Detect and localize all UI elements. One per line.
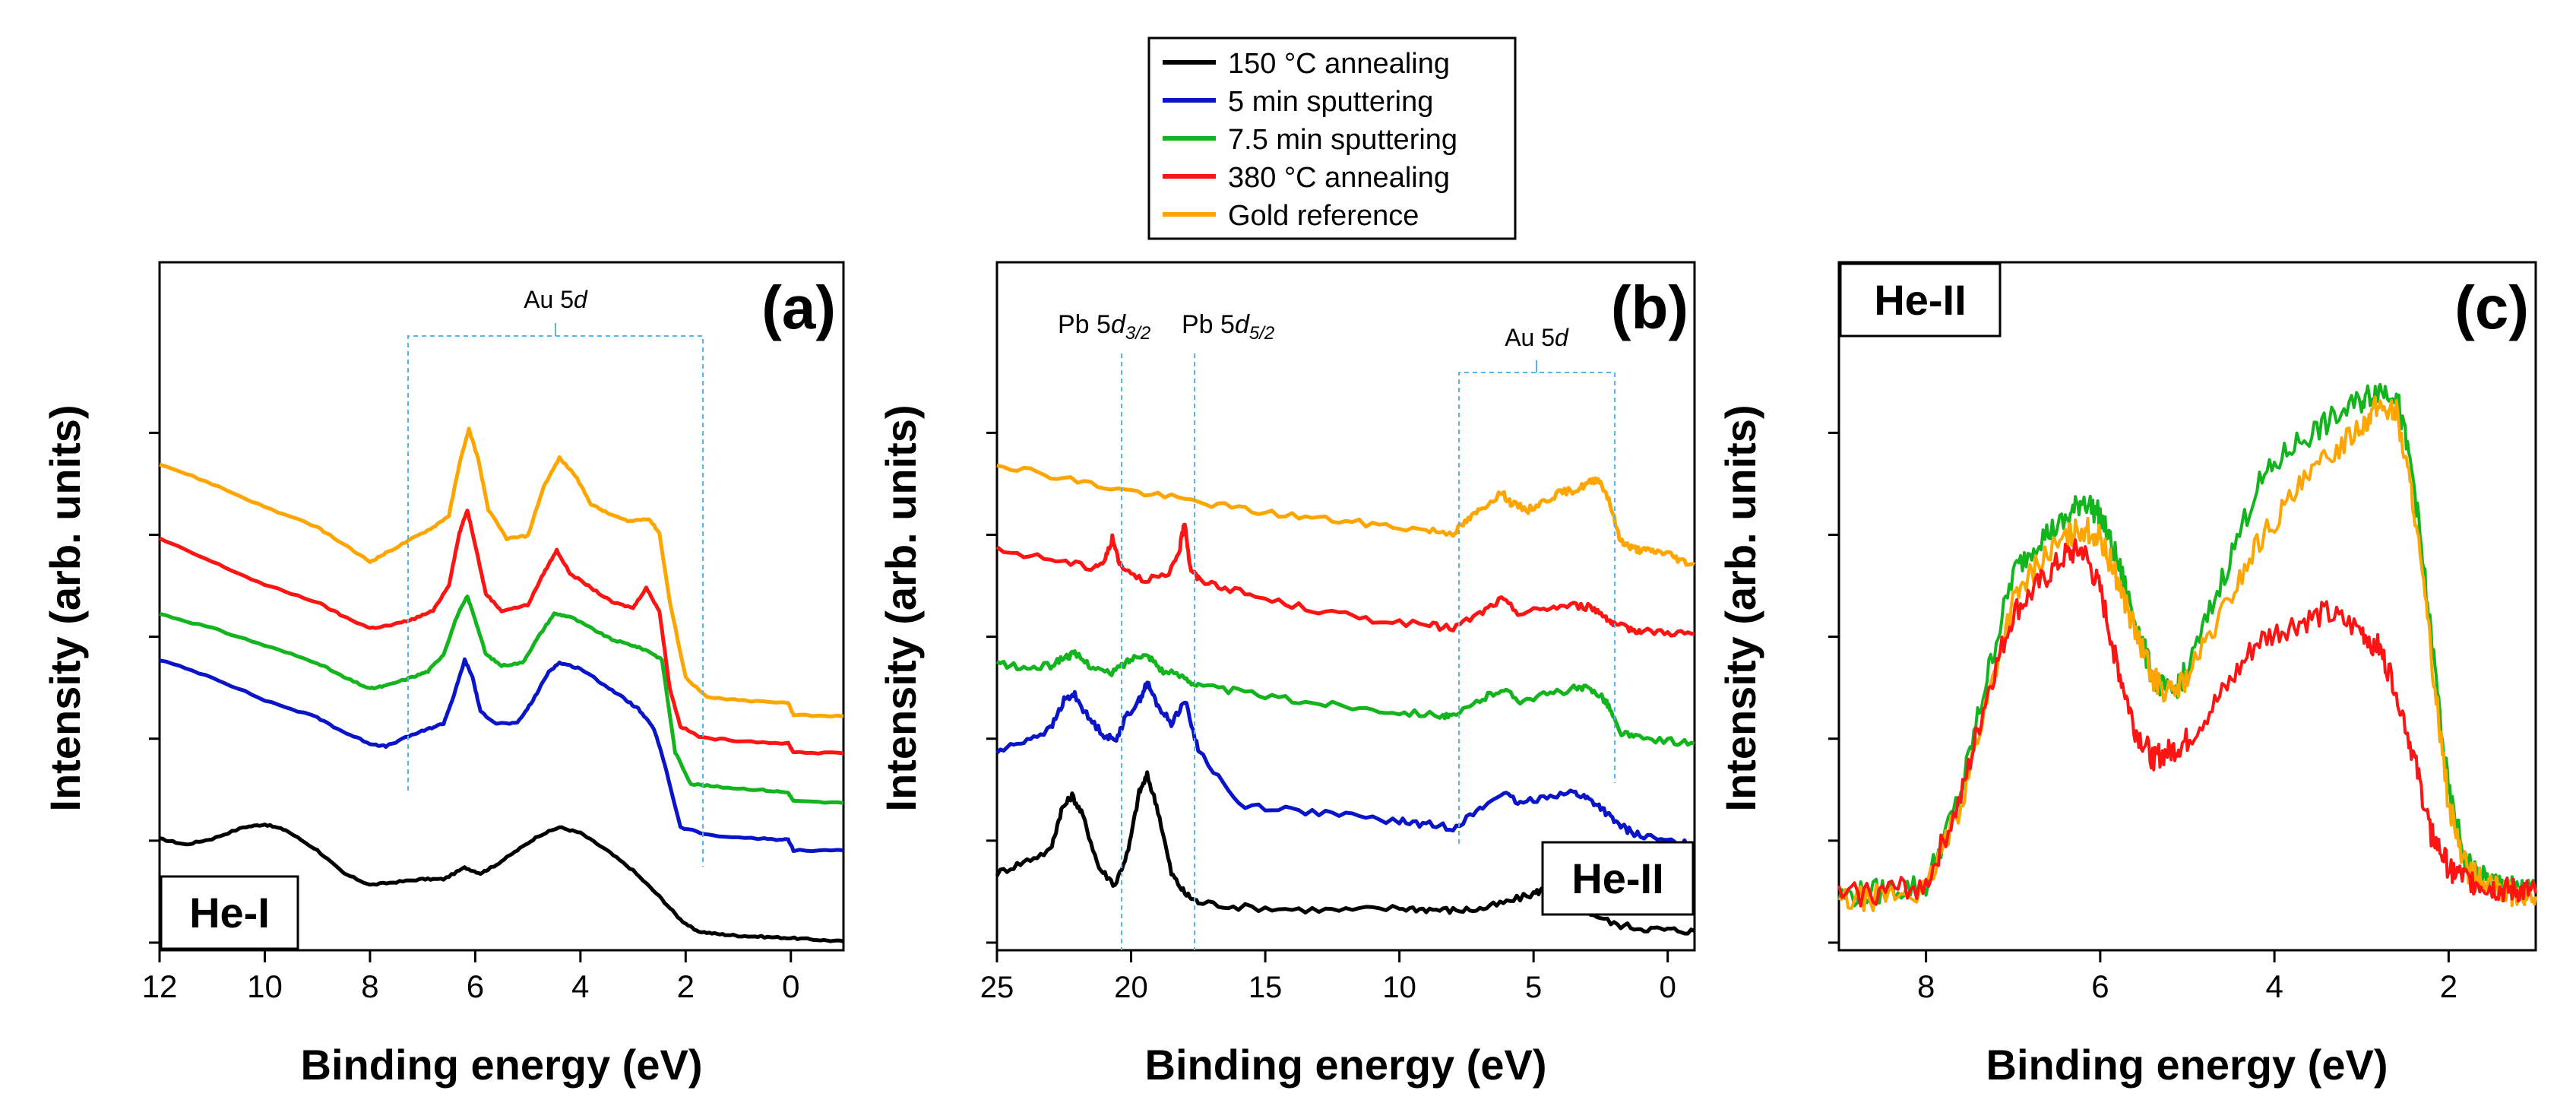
x-axis-title-c: Binding energy (eV) <box>1986 1041 2388 1089</box>
source-label-c: He-II <box>1874 276 1966 324</box>
x-tick-label: 2 <box>677 968 695 1004</box>
series-line-gold-reference <box>1838 395 2537 912</box>
legend: 150 °C annealing 5 min sputtering 7.5 mi… <box>1147 36 1517 240</box>
x-tick-label: 6 <box>467 968 484 1004</box>
au5d-bracket <box>407 323 704 867</box>
x-tick-label: 15 <box>1248 971 1283 1004</box>
series-line-gold-reference <box>996 463 1696 567</box>
series-line-gold-reference <box>159 426 844 718</box>
source-label-a: He-I <box>189 889 270 937</box>
x-tick-label: 0 <box>1660 971 1676 1004</box>
series-group <box>158 426 844 943</box>
legend-label: Gold reference <box>1228 200 1419 232</box>
series-line-7-5-min-sputtering <box>995 649 1695 747</box>
axis-ticks: 25 20 15 10 5 0 <box>980 431 1676 1004</box>
source-box <box>1839 262 2002 338</box>
plot-frame <box>1837 261 2537 952</box>
au5d-bracket-b <box>1458 360 1616 844</box>
annotation-pb-2: Pb 5d5/2 <box>1182 310 1274 344</box>
panel-b: 25 20 15 10 5 0 Pb 5d3/2 Pb 5d5/2 Au 5d (b) H… <box>877 261 1696 1089</box>
x-tick-label: 4 <box>2265 968 2283 1004</box>
panel-label-b: (b) <box>1611 274 1688 341</box>
x-tick-label: 0 <box>782 968 799 1004</box>
series-group <box>995 463 1696 936</box>
panel-a: 12 10 8 6 4 2 0 Au 5d (a) He-I Binding energy … <box>41 261 845 1089</box>
x-tick-label: 10 <box>1382 971 1416 1004</box>
legend-label: 7.5 min sputtering <box>1228 124 1457 156</box>
panel-c: 8 6 4 2 (c) He-II Binding energy (eV) Inten… <box>1717 261 2537 1089</box>
legend-label: 380 °C annealing <box>1228 162 1450 194</box>
series-line-150-c-annealing <box>159 823 844 943</box>
series-line-380-c-annealing <box>1837 538 2537 908</box>
x-tick-label: 2 <box>2440 968 2457 1004</box>
x-axis-title-b: Binding energy (eV) <box>1145 1041 1547 1089</box>
series-line-380-c-annealing <box>158 509 844 756</box>
x-tick-label: 6 <box>2091 968 2109 1004</box>
x-tick-label: 8 <box>1917 968 1935 1004</box>
x-axis-title-a: Binding energy (eV) <box>301 1041 703 1089</box>
x-tick-label: 5 <box>1525 971 1542 1004</box>
axis-ticks: 8 6 4 2 <box>1828 431 2457 1004</box>
x-tick-label: 8 <box>361 968 378 1004</box>
x-tick-label: 10 <box>247 968 283 1004</box>
x-tick-label: 12 <box>142 968 178 1004</box>
plot-frame <box>995 261 1696 952</box>
source-box <box>160 875 299 950</box>
source-label-b: He-II <box>1571 854 1663 902</box>
x-tick-label: 25 <box>980 971 1014 1004</box>
source-box <box>1541 841 1695 916</box>
plot-frame <box>158 261 845 952</box>
axis-ticks: 12 10 8 6 4 2 0 <box>142 431 799 1004</box>
annotation-au5d-b: Au 5d <box>1505 324 1569 351</box>
y-axis-title-c: Intensity (arb. units) <box>1717 404 1764 811</box>
series-line-380-c-annealing <box>995 522 1695 638</box>
annotation-pb-1: Pb 5d3/2 <box>1058 310 1150 344</box>
annotation-au5d: Au 5d <box>524 286 588 313</box>
x-tick-label: 4 <box>571 968 589 1004</box>
panel-label-c: (c) <box>2454 274 2529 341</box>
series-line-5-min-sputtering <box>995 680 1695 848</box>
y-axis-title-a: Intensity (arb. units) <box>41 404 89 811</box>
series-line-5-min-sputtering <box>159 657 844 854</box>
y-axis-title-b: Intensity (arb. units) <box>877 404 925 811</box>
series-line-7-5-min-sputtering <box>159 594 844 805</box>
panel-label-a: (a) <box>761 274 836 341</box>
x-tick-label: 20 <box>1114 971 1148 1004</box>
legend-label: 5 min sputtering <box>1228 86 1433 118</box>
legend-label: 150 °C annealing <box>1228 48 1450 80</box>
series-group <box>1837 382 2537 912</box>
